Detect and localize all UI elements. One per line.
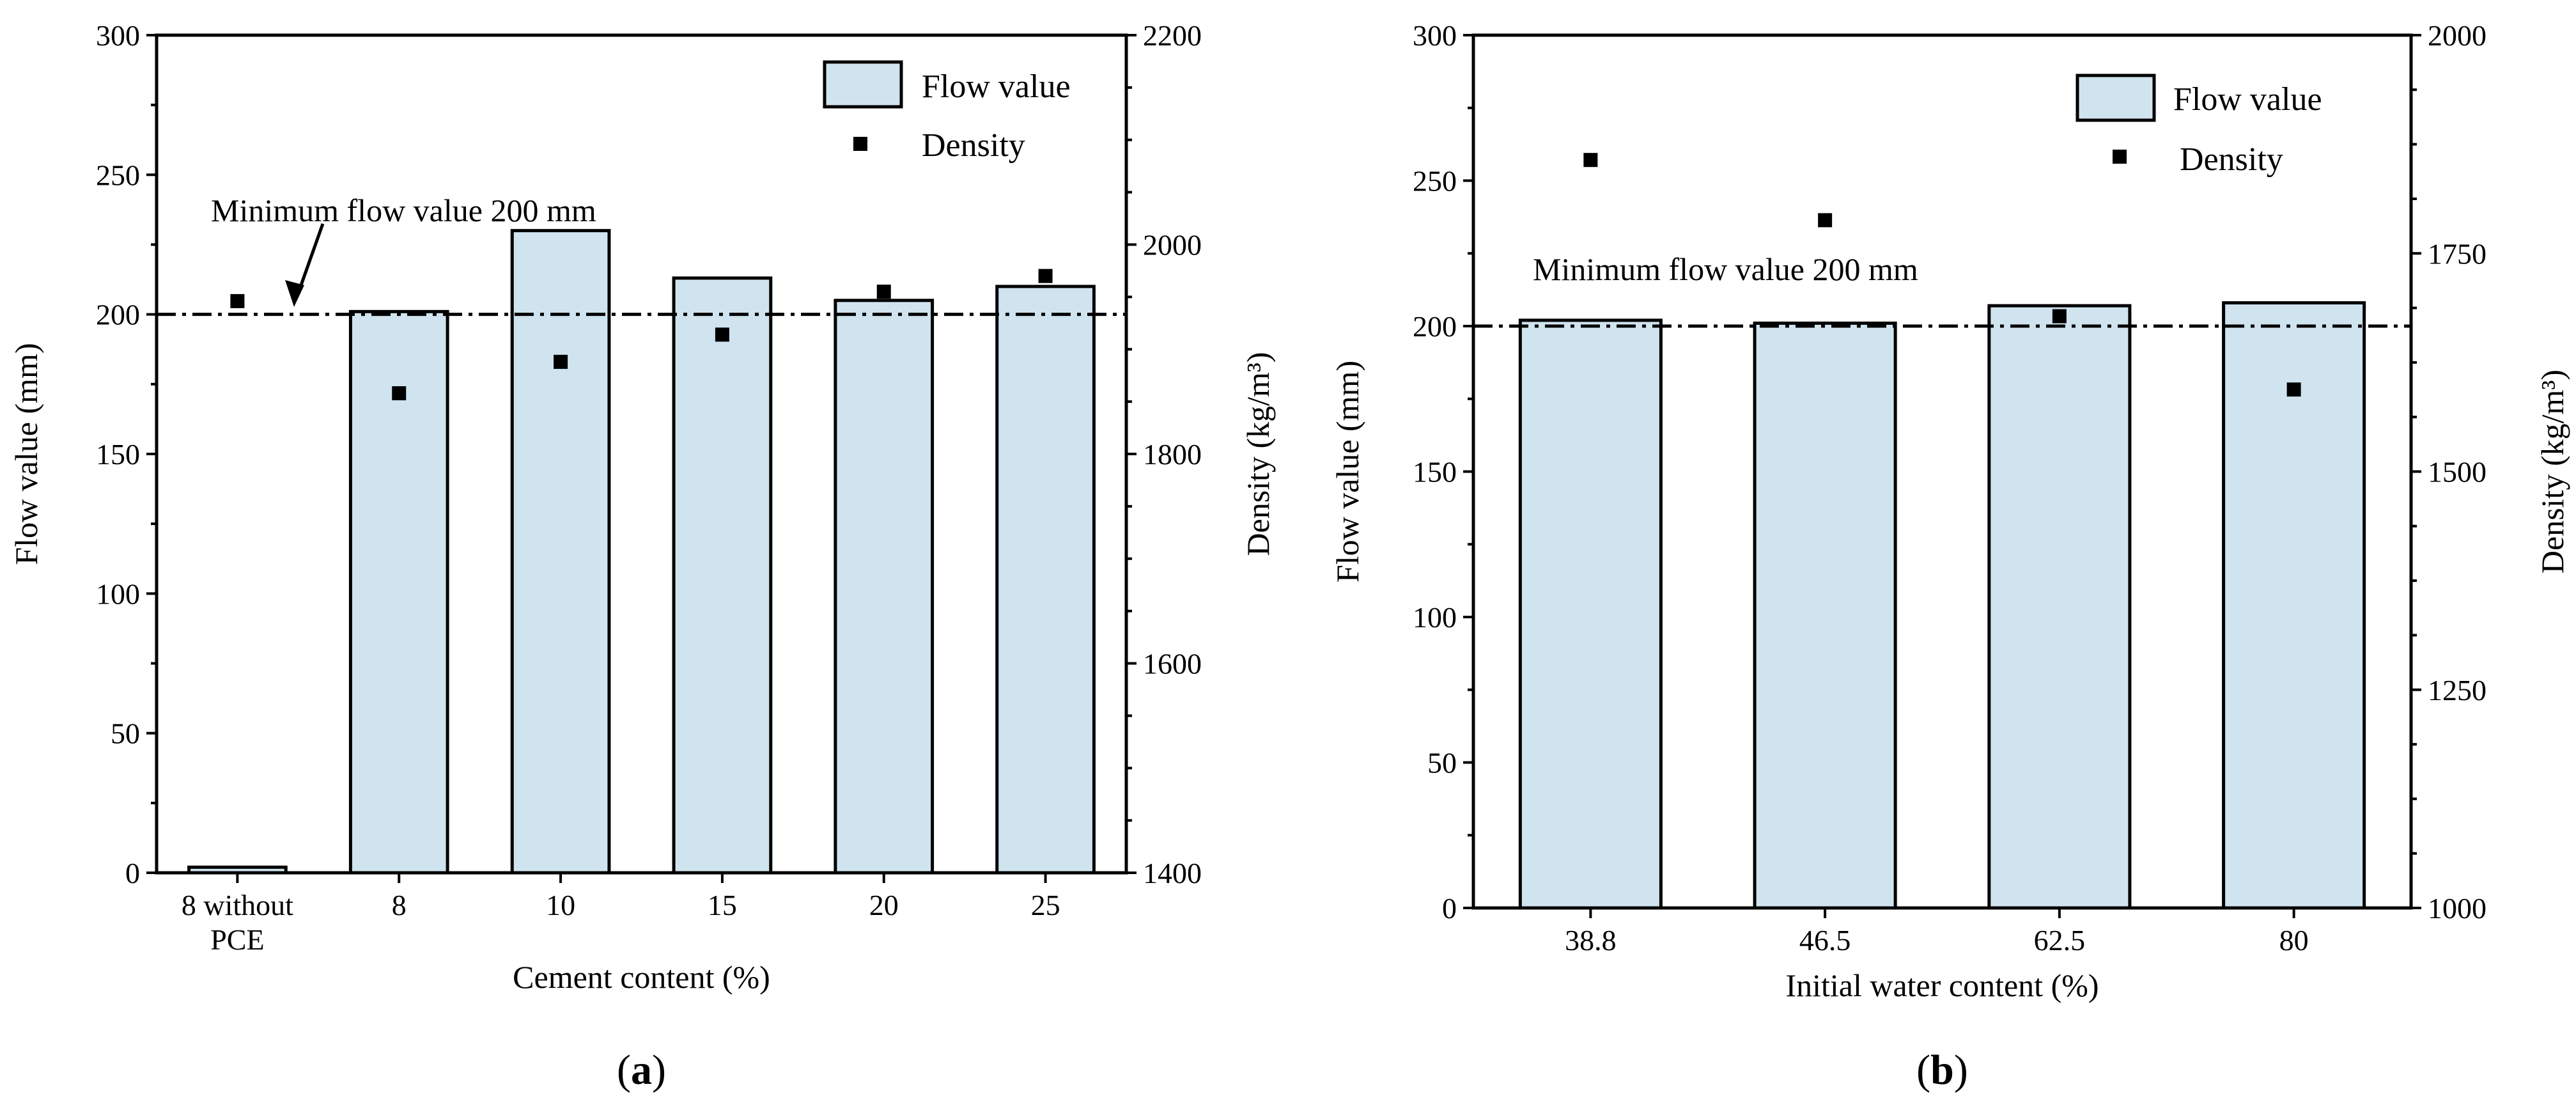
flow-bar-5 xyxy=(995,285,1096,875)
density-point-1 xyxy=(392,386,407,401)
density-point-2 xyxy=(2052,309,2067,324)
flow-bar-3 xyxy=(672,276,773,875)
y2-tick-label: 2000 xyxy=(2428,19,2487,52)
flow-bar-4 xyxy=(834,299,935,875)
chart-panel-a: 0 50 100 150 200 250 300 1400 1600 1800 2000 2200 8 … xyxy=(8,19,1276,1093)
x-axis-title: Initial water content (%) xyxy=(1785,967,2099,1003)
chart-panel-b: 0 50 100 150 200 250 300 1000 1250 1500 1750 2000 38… xyxy=(1330,19,2570,1093)
annotation-arrow-shaft xyxy=(296,223,325,295)
legend-bar-swatch xyxy=(2076,74,2156,122)
x-tick-label: 8 without xyxy=(182,889,293,921)
y2-tick-label: 2200 xyxy=(1143,19,1202,52)
y2-tick-label: 1600 xyxy=(1143,648,1202,680)
legend-bar-swatch xyxy=(823,60,903,109)
y2-axis-title: Density (kg/m³) xyxy=(1240,352,1276,556)
y-tick-label: 100 xyxy=(96,577,140,610)
flow-bar-1 xyxy=(1753,321,1897,910)
density-point-3 xyxy=(715,327,729,342)
y2-tick-label: 1800 xyxy=(1143,438,1202,471)
legend-label-density: Density xyxy=(2180,141,2283,178)
panel-label: (a) xyxy=(617,1047,666,1093)
x-tick-label: 8 xyxy=(392,889,407,921)
reference-line-annotation: Minimum flow value 200 mm xyxy=(1533,251,1918,287)
y-tick-label: 0 xyxy=(1442,892,1457,925)
legend-label-flow: Flow value xyxy=(922,68,1071,105)
y-tick-label: 50 xyxy=(111,717,140,750)
flow-bar-2 xyxy=(1987,304,2132,910)
x-axis-title: Cement content (%) xyxy=(513,959,770,995)
density-point-1 xyxy=(1818,213,1833,228)
x-tick-label: 10 xyxy=(546,889,575,921)
y2-tick-label: 1500 xyxy=(2428,456,2487,489)
reference-line-annotation: Minimum flow value 200 mm xyxy=(211,192,596,228)
annotation-arrow-head xyxy=(285,280,304,307)
y-tick-label: 300 xyxy=(96,19,140,52)
x-tick-label: 62.5 xyxy=(2034,924,2086,957)
y-tick-label: 150 xyxy=(1413,456,1457,489)
y-tick-label: 0 xyxy=(125,857,140,889)
y-tick-label: 250 xyxy=(1413,165,1457,198)
legend: Flow value Density xyxy=(823,60,1071,164)
legend-label-flow: Flow value xyxy=(2173,81,2322,118)
legend-density-marker xyxy=(2113,150,2127,164)
density-point-0 xyxy=(1583,153,1598,168)
y-tick-label: 150 xyxy=(96,438,140,471)
x-tick-label: PCE xyxy=(210,923,264,956)
x-tick-label: 80 xyxy=(2279,924,2309,957)
density-point-4 xyxy=(876,285,891,299)
density-point-5 xyxy=(1038,269,1053,283)
y2-tick-label: 1250 xyxy=(2428,674,2487,707)
y-tick-label: 200 xyxy=(96,299,140,331)
y2-tick-label: 1400 xyxy=(1143,857,1202,889)
density-point-2 xyxy=(554,354,568,369)
x-tick-label: 38.8 xyxy=(1565,924,1617,957)
y2-axis-title: Density (kg/m³) xyxy=(2534,370,2570,574)
y-tick-label: 50 xyxy=(1427,747,1457,779)
density-point-3 xyxy=(2286,382,2301,397)
y-tick-label: 200 xyxy=(1413,310,1457,343)
legend: Flow value Density xyxy=(2076,74,2322,178)
y2-tick-label: 2000 xyxy=(1143,229,1202,262)
x-tick-label: 46.5 xyxy=(1799,924,1851,957)
y-axis-title: Flow value (mm) xyxy=(1330,361,1365,582)
x-tick-label: 20 xyxy=(869,889,899,921)
legend-label-density: Density xyxy=(922,127,1025,164)
legend-density-marker xyxy=(853,137,867,151)
density-point-0 xyxy=(230,293,245,308)
panel-label: (b) xyxy=(1916,1047,1968,1093)
y2-tick-label: 1000 xyxy=(2428,892,2487,925)
x-tick-label: 15 xyxy=(708,889,737,921)
y-tick-label: 100 xyxy=(1413,601,1457,634)
flow-bar-1 xyxy=(348,309,449,875)
flow-bar-0 xyxy=(1518,318,1663,910)
y-axis-title: Flow value (mm) xyxy=(8,343,44,565)
flow-bar-2 xyxy=(510,229,611,875)
y2-tick-label: 1750 xyxy=(2428,237,2487,270)
y-tick-label: 250 xyxy=(96,159,140,191)
flow-bar-3 xyxy=(2222,301,2366,910)
y-tick-label: 300 xyxy=(1413,19,1457,52)
x-tick-label: 25 xyxy=(1031,889,1060,921)
